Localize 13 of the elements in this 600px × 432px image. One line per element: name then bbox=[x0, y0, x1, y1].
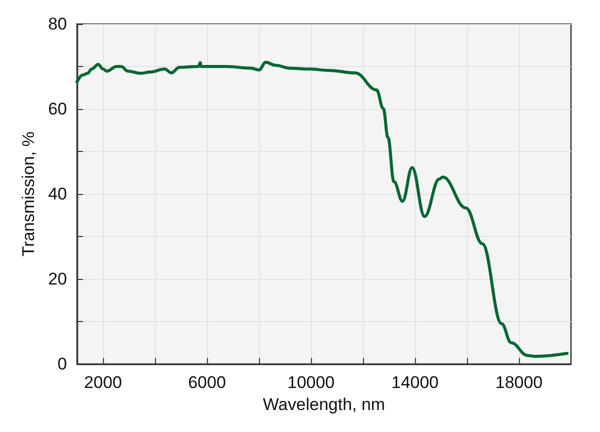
x-tick-label: 2000 bbox=[84, 373, 122, 392]
y-tick-label: 0 bbox=[58, 354, 67, 374]
y-tick-label: 40 bbox=[48, 184, 67, 204]
x-tick-label: 14000 bbox=[391, 373, 439, 392]
x-axis-title: Wavelength, nm bbox=[262, 394, 386, 414]
y-tick-label: 80 bbox=[48, 14, 67, 34]
x-tick-label: 6000 bbox=[188, 373, 226, 392]
y-tick-label: 60 bbox=[48, 100, 67, 118]
x-tick-label: 18000 bbox=[495, 373, 543, 392]
line-series bbox=[76, 60, 569, 358]
y-tick-label: 20 bbox=[48, 270, 67, 288]
x-tick-label: 10000 bbox=[287, 373, 335, 392]
y-axis-title: Transmission, % bbox=[19, 131, 38, 257]
